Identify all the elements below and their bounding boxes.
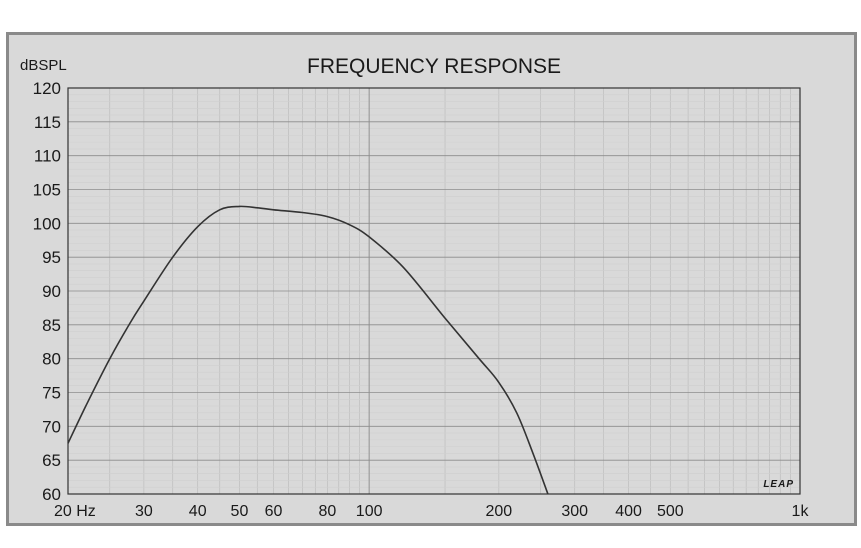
x-tick-label: 100 <box>356 503 383 520</box>
x-tick-label: 400 <box>615 503 642 520</box>
chart-frame: 60 65 70 75 80 85 90 95 100 105 110 115 120 20 Hz 30 4… <box>6 32 857 526</box>
x-tick-label: 50 <box>231 503 249 520</box>
y-tick-label: 90 <box>42 282 61 301</box>
x-tick-label: 40 <box>189 503 207 520</box>
x-tick-label: 200 <box>485 503 512 520</box>
y-tick-label: 120 <box>33 79 61 98</box>
series-line <box>67 205 549 495</box>
chart-title: FREQUENCY RESPONSE <box>307 55 561 78</box>
y-tick-label: 60 <box>42 485 61 504</box>
y-tick-labels: 60 65 70 75 80 85 90 95 100 105 110 115 120 <box>33 79 61 504</box>
y-tick-label: 65 <box>42 451 61 470</box>
y-tick-label: 115 <box>34 113 61 132</box>
x-tick-label: 60 <box>265 503 283 520</box>
y-tick-label: 100 <box>33 214 61 233</box>
y-tick-label: 95 <box>42 248 61 267</box>
y-tick-label: 70 <box>42 417 61 436</box>
y-tick-label: 85 <box>42 316 61 335</box>
plot-border <box>67 87 801 495</box>
y-axis-label: dBSPL <box>20 57 67 74</box>
y-tick-label: 105 <box>33 181 61 200</box>
y-tick-label: 110 <box>34 147 61 166</box>
x-tick-label: 500 <box>657 503 684 520</box>
x-tick-label: 20 Hz <box>54 503 96 520</box>
y-tick-label: 80 <box>42 350 61 369</box>
frequency-response-chart: 60 65 70 75 80 85 90 95 100 105 110 115 120 20 Hz 30 4… <box>20 55 809 520</box>
x-tick-label: 300 <box>561 503 588 520</box>
leap-watermark: LEAP <box>763 479 794 490</box>
x-tick-label: 30 <box>135 503 153 520</box>
x-tick-labels: 20 Hz 30 40 50 60 80 100 200 300 400 500 1k <box>54 503 809 520</box>
y-tick-label: 75 <box>42 384 61 403</box>
x-tick-label: 80 <box>318 503 336 520</box>
x-tick-label: 1k <box>792 503 810 520</box>
